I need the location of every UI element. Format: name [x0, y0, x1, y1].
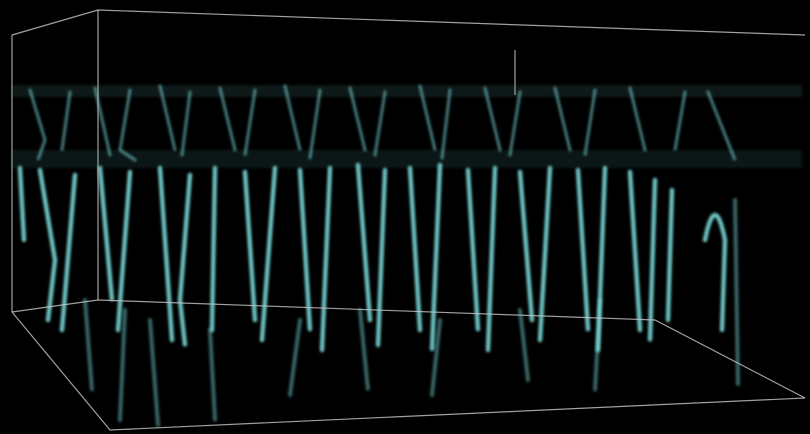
filament: [212, 168, 215, 330]
page: (() => { const data = JSON.parse(documen…: [0, 0, 810, 434]
haze-band: [12, 150, 802, 168]
volume-render: [0, 0, 810, 434]
